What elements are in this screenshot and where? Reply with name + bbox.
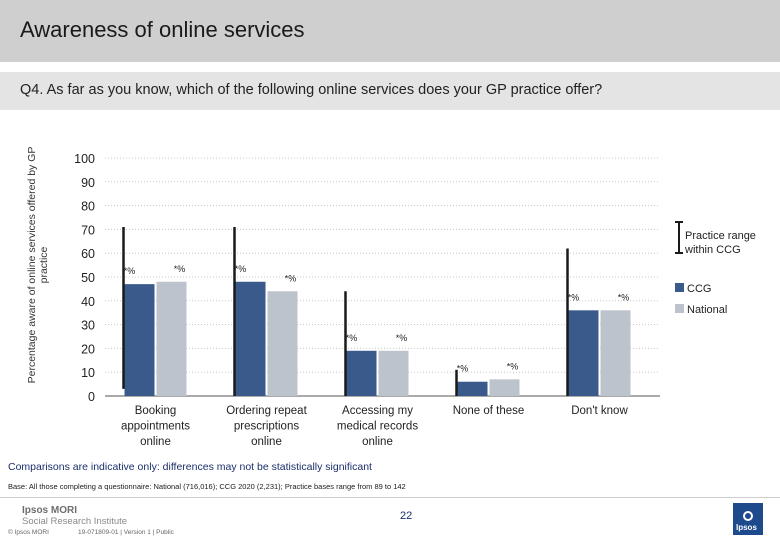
bar-national	[156, 281, 187, 396]
x-tick-label: Ordering repeat	[226, 405, 307, 417]
x-tick-label: online	[251, 436, 282, 448]
bar-ccg	[457, 381, 488, 396]
title-bar: Awareness of online services	[0, 0, 780, 62]
brand-name: Ipsos MORI	[22, 505, 78, 516]
data-label: *%	[174, 264, 186, 274]
x-tick-label: medical records	[337, 421, 418, 433]
x-tick-label: online	[140, 436, 171, 448]
job-reference: 19-071809-01 | Version 1 | Public	[78, 529, 174, 536]
bar-chart: 0 10 20 30 40 50 60 70 80 90 100 *% *% Booking appoint…	[74, 152, 756, 448]
data-label: *%	[568, 292, 580, 302]
data-label: *%	[457, 364, 469, 374]
y-tick-label: 40	[81, 295, 95, 309]
bar-national	[489, 379, 520, 396]
x-tick-label: Accessing my	[342, 405, 413, 417]
legend-swatch-ccg	[675, 283, 684, 292]
y-tick-label: 80	[81, 200, 95, 214]
page-number: 22	[400, 510, 413, 522]
y-tick-label: 90	[81, 176, 95, 190]
page-title: Awareness of online services	[20, 17, 305, 42]
data-label: *%	[285, 273, 297, 283]
ipsos-logo: Ipsos	[733, 503, 763, 535]
bar-ccg	[124, 284, 155, 396]
bar-ccg	[346, 350, 377, 396]
x-tick-label: appointments	[121, 421, 190, 433]
x-tick-label: Booking	[135, 405, 177, 417]
question-bar: Q4. As far as you know, which of the fol…	[0, 72, 780, 110]
comparison-footnote: Comparisons are indicative only: differe…	[8, 461, 372, 473]
bar-national	[378, 350, 409, 396]
copyright-text: © Ipsos MORI	[8, 529, 49, 536]
legend-label-ccg: CCG	[687, 283, 711, 295]
data-label: *%	[235, 264, 247, 274]
data-label: *%	[396, 333, 408, 343]
legend-swatch-national	[675, 304, 684, 313]
footer-bar	[0, 497, 780, 540]
bar-ccg	[235, 281, 266, 396]
y-tick-label: 70	[81, 223, 95, 237]
data-label: *%	[618, 292, 630, 302]
x-tick-label: None of these	[453, 405, 525, 417]
y-tick-label: 60	[81, 247, 95, 261]
data-label: *%	[346, 333, 358, 343]
y-tick-label: 50	[81, 271, 95, 285]
logo-text: Ipsos	[736, 523, 757, 532]
brand-subtitle: Social Research Institute	[22, 516, 128, 527]
legend-range-label: within CCG	[684, 244, 741, 256]
x-tick-label: online	[362, 436, 393, 448]
y-tick-label: 0	[88, 390, 95, 404]
y-tick-label: 20	[81, 342, 95, 356]
base-note: Base: All those completing a questionnai…	[8, 482, 406, 491]
logo-circle-icon	[743, 511, 753, 521]
question-text: Q4. As far as you know, which of the fol…	[20, 82, 603, 98]
data-label: *%	[124, 266, 136, 276]
legend-label-national: National	[687, 304, 727, 316]
y-tick-label: 100	[74, 152, 95, 166]
bar-national	[600, 310, 631, 396]
y-tick-label: 10	[81, 366, 95, 380]
bar-ccg	[568, 310, 599, 396]
legend-range-label: Practice range	[685, 230, 756, 242]
y-tick-label: 30	[81, 319, 95, 333]
data-label: *%	[507, 361, 519, 371]
x-tick-label: Don't know	[571, 405, 628, 417]
x-tick-label: prescriptions	[234, 421, 299, 433]
bar-national	[267, 291, 298, 396]
